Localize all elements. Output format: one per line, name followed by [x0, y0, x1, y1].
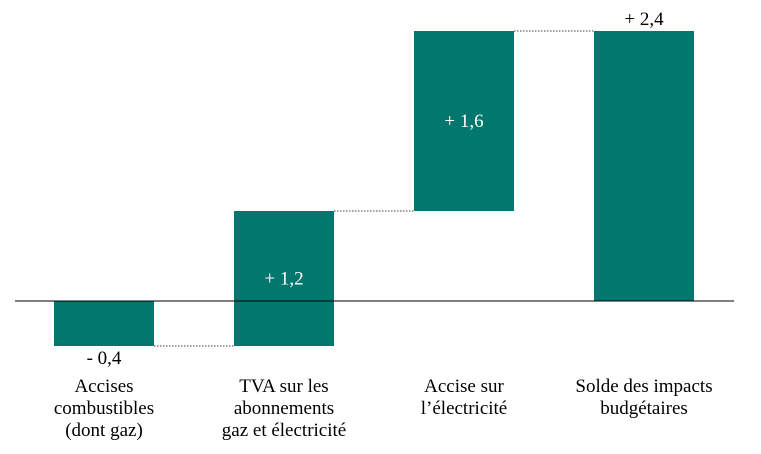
- value-label-1: - 0,4: [87, 348, 122, 369]
- category-label-3: Accise sur l’électricité: [421, 376, 508, 419]
- category-label-2: TVA sur les abonnements gaz et électricité: [222, 376, 346, 441]
- bar-3: [414, 31, 514, 211]
- value-labels: - 0,4 + 1,2 + 1,6 + 2,4: [87, 9, 665, 369]
- category-labels: Accises combustibles (dont gaz) TVA sur les…: [54, 376, 713, 441]
- bars: [54, 31, 694, 346]
- category-label-4: Solde des impacts budgétaires: [575, 376, 712, 419]
- category-label-1: Accises combustibles (dont gaz): [54, 376, 154, 441]
- connector-lines: [154, 30, 594, 347]
- bar-2: [234, 211, 334, 346]
- value-label-4: + 2,4: [624, 9, 664, 30]
- value-label-2: + 1,2: [264, 269, 303, 290]
- bar-1: [54, 301, 154, 346]
- bar-4: [594, 31, 694, 301]
- value-label-3: + 1,6: [444, 111, 483, 132]
